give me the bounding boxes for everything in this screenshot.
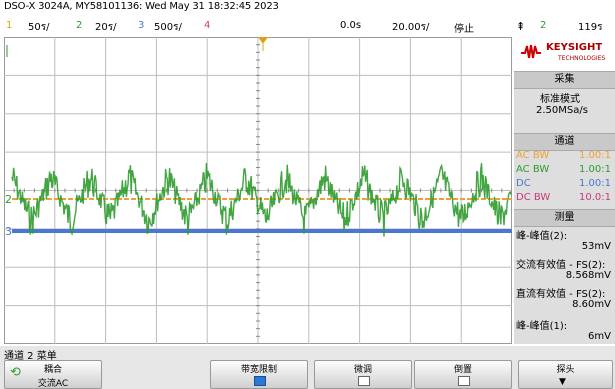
sample-rate: 2.50MSa/s: [536, 105, 588, 116]
ch3-ground-marker: 3: [5, 225, 12, 238]
brand-logo: KEYSIGHT TECHNOLOGIES: [514, 37, 615, 71]
ch1-number[interactable]: 1: [6, 20, 13, 31]
acquire-mode: 标准模式: [540, 94, 580, 105]
probe-label: 探头: [556, 365, 575, 375]
invert-softkey[interactable]: 倒置: [414, 360, 512, 389]
side-panel: KEYSIGHT TECHNOLOGIES 采集 标准模式 2.50MSa/s …: [514, 37, 615, 344]
channel-1-probe: 1.00:1: [579, 150, 611, 161]
trigger-position-marker: [258, 37, 268, 44]
time-scale[interactable]: 20.00ร/: [392, 22, 430, 33]
measure-4-name: 峰-峰值(1):: [516, 321, 568, 332]
coupling-label: 耦合: [43, 365, 62, 375]
coupling-softkey[interactable]: ⟲ 耦合 交流AC: [4, 360, 102, 389]
measure-header[interactable]: 测量: [514, 209, 615, 227]
measure-1-value: 53mV: [581, 241, 611, 252]
measure-4-value: 6mV: [588, 331, 611, 342]
fine-softkey[interactable]: 微调: [314, 360, 412, 389]
channel-4-coupling: DC BW: [516, 192, 551, 203]
channel-2-coupling: AC BW: [516, 164, 550, 175]
measure-3-name: 直流有效值 - FS(2):: [516, 289, 606, 300]
ch2-trace: [11, 162, 512, 237]
invert-checkbox[interactable]: [458, 376, 470, 386]
ch3-number[interactable]: 3: [138, 20, 145, 31]
rotate-knob-icon: ⟲: [10, 365, 21, 380]
waveform-display[interactable]: 23: [4, 37, 512, 344]
invert-label: 倒置: [453, 365, 472, 375]
ch4-number[interactable]: 4: [204, 20, 211, 31]
acquire-header[interactable]: 采集: [514, 71, 615, 89]
status-bar: 1 50ร/ 2 20ร/ 3 500ร/ 4 0.0s 20.00ร/ 停止 …: [0, 16, 615, 36]
brand-sub: TECHNOLOGIES: [558, 55, 606, 62]
softkey-bar: 通道 2 菜单 ⟲ 耦合 交流AC 带宽限制 微调 倒置 探头 ▼: [0, 346, 615, 389]
ch2-ground-marker: 2: [5, 193, 12, 206]
ch2-number[interactable]: 2: [76, 20, 83, 31]
bandwidth-limit-label: 带宽限制: [240, 365, 277, 375]
measure-1-name: 峰-峰值(2):: [516, 231, 568, 242]
bandwidth-limit-softkey[interactable]: 带宽限制: [210, 360, 308, 389]
window-title: DSO-X 3024A, MY58101136: Wed May 31 18:3…: [4, 1, 279, 12]
probe-softkey[interactable]: 探头 ▼: [518, 360, 613, 389]
channel-4-probe: 10.0:1: [579, 192, 611, 203]
keysight-wave-icon: [521, 44, 541, 59]
trigger-edge-icon: ⇞: [516, 20, 526, 33]
ch3-trace: [12, 229, 512, 233]
fine-checkbox[interactable]: [358, 376, 370, 386]
measure-2-value: 8.568mV: [565, 270, 611, 281]
menu-title: 通道 2 菜单: [4, 351, 57, 362]
time-position[interactable]: 0.0s: [340, 20, 362, 31]
ch3-scale[interactable]: 500ร/: [154, 22, 182, 33]
measure-3-value: 8.60mV: [572, 299, 611, 310]
channel-markers: 23: [5, 37, 268, 238]
brand-name: KEYSIGHT: [546, 42, 603, 53]
run-state: 停止: [454, 24, 474, 35]
trigger-source[interactable]: 2: [540, 20, 547, 31]
channel-3-coupling: DC: [516, 178, 531, 189]
fine-label: 微调: [353, 365, 372, 375]
channel-3-probe: 1.00:1: [579, 178, 611, 189]
bandwidth-limit-checkbox[interactable]: [254, 376, 266, 386]
ch1-scale[interactable]: 50ร/: [28, 22, 50, 33]
channels-header[interactable]: 通道: [514, 133, 615, 151]
channel-2-probe: 1.00:1: [579, 164, 611, 175]
submenu-arrow-icon: ▼: [559, 377, 566, 387]
channel-1-coupling: AC BW: [516, 150, 550, 161]
waveform-traces: [11, 162, 512, 237]
ch2-scale[interactable]: 20ร/: [95, 22, 117, 33]
trigger-level[interactable]: 119ร: [578, 22, 603, 33]
measure-2-name: 交流有效值 - FS(2):: [516, 260, 606, 271]
coupling-value: 交流AC: [37, 379, 69, 389]
